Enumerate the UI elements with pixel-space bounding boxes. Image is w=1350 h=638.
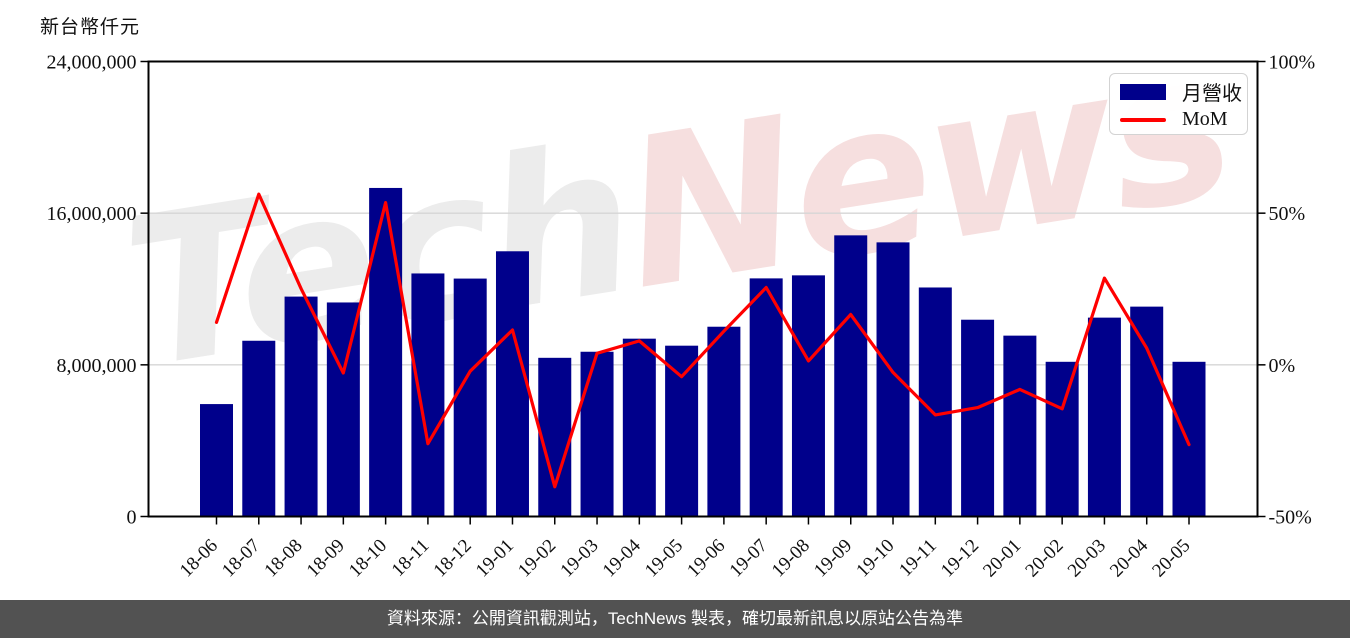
- x-tick-label: 18-12: [430, 535, 476, 581]
- revenue-bar: [411, 273, 445, 517]
- revenue-bar: [1045, 361, 1079, 517]
- x-tick-label: 19-06: [683, 535, 729, 581]
- revenue-bar: [1172, 361, 1206, 517]
- x-tick-label: 19-11: [895, 535, 941, 581]
- revenue-bar: [665, 345, 699, 517]
- x-tick-label: 19-07: [726, 535, 772, 581]
- source-caption: 資料來源：公開資訊觀測站，TechNews 製表，確切最新訊息以原站公告為準: [0, 600, 1350, 638]
- revenue-bar: [876, 242, 910, 517]
- x-tick-label: 19-12: [937, 535, 983, 581]
- x-tick-label: 18-10: [345, 535, 391, 581]
- x-tick-label: 19-09: [810, 535, 856, 581]
- revenue-bar: [961, 319, 995, 517]
- x-tick-label: 20-05: [1148, 535, 1194, 581]
- plot-frame: [147, 60, 1259, 518]
- revenue-bar: [580, 351, 614, 517]
- y-right-tick-label: 100%: [1269, 52, 1316, 74]
- revenue-bar: [1003, 335, 1037, 517]
- x-tick-label: 19-02: [514, 535, 560, 581]
- revenue-bar: [622, 338, 656, 517]
- revenue-bar: [495, 251, 529, 517]
- x-tick-label: 19-03: [556, 535, 602, 581]
- revenue-bar: [453, 278, 487, 517]
- x-tick-label: 19-10: [852, 535, 898, 581]
- mom-line: [214, 192, 1191, 489]
- x-tick-label: 20-03: [1064, 535, 1110, 581]
- y-left-tick-label: 16,000,000: [47, 203, 137, 225]
- y-right-tick-label: 50%: [1269, 203, 1306, 225]
- legend: 月營收 MoM: [1109, 73, 1248, 135]
- y-left-tick-label: 0: [127, 507, 137, 529]
- y-left-tick-label: 8,000,000: [57, 355, 137, 377]
- legend-revenue-label: 月營收: [1182, 83, 1242, 105]
- revenue-bar: [242, 340, 276, 517]
- legend-item-revenue: 月營收: [1110, 77, 1247, 106]
- x-tick-label: 19-05: [641, 535, 687, 581]
- bar-swatch: [1120, 83, 1166, 100]
- x-tick-label: 18-11: [388, 535, 434, 581]
- revenue-bar: [326, 302, 360, 517]
- revenue-bar: [1130, 306, 1164, 517]
- revenue-bar: [1087, 317, 1121, 517]
- revenue-bar: [284, 296, 318, 517]
- legend-item-mom: MoM: [1110, 108, 1247, 131]
- line-swatch: [1120, 117, 1166, 122]
- revenue-bar: [538, 357, 572, 517]
- x-tick-label: 20-02: [1021, 535, 1067, 581]
- x-tick-label: 18-06: [176, 535, 222, 581]
- revenue-bar: [791, 275, 825, 517]
- y-right-tick-label: 0%: [1269, 355, 1296, 377]
- revenue-bar: [834, 235, 868, 517]
- revenue-bar: [707, 326, 741, 517]
- x-tick-label: 19-08: [768, 535, 814, 581]
- x-tick-label: 20-01: [979, 535, 1025, 581]
- x-tick-label: 19-01: [472, 535, 518, 581]
- x-tick-label: 20-04: [1106, 535, 1153, 582]
- x-tick-label: 18-08: [260, 535, 306, 581]
- revenue-bar: [200, 404, 233, 517]
- revenue-bar: [369, 187, 403, 517]
- x-tick-label: 19-04: [599, 535, 646, 582]
- revenue-bar: [749, 278, 783, 517]
- x-tick-label: 18-07: [218, 535, 264, 581]
- left-axis-title: 新台幣仟元: [40, 17, 141, 38]
- x-tick-label: 18-09: [303, 535, 349, 581]
- source-caption-text: 資料來源：公開資訊觀測站，TechNews 製表，確切最新訊息以原站公告為準: [386, 609, 964, 628]
- y-left-tick-label: 24,000,000: [47, 52, 137, 74]
- y-right-tick-label: -50%: [1269, 507, 1312, 529]
- legend-mom-label: MoM: [1182, 108, 1228, 130]
